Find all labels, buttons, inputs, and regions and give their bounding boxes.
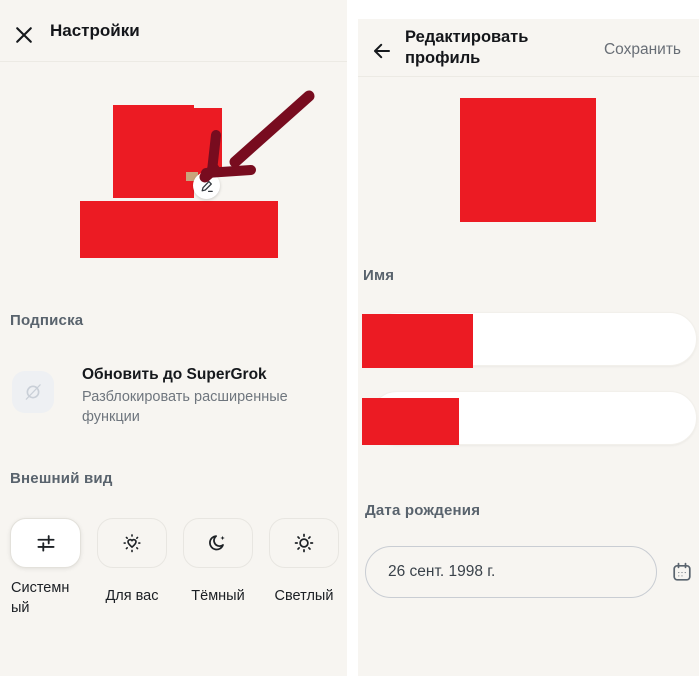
edit-profile-panel: Редактировать профиль Сохранить Имя Дата… (358, 0, 699, 676)
dob-field[interactable]: 26 сент. 1998 г. (365, 546, 657, 598)
top-margin (358, 0, 699, 19)
sun-icon (291, 530, 317, 556)
redaction-block-last-name (362, 398, 459, 445)
redaction-block-profile-avatar (460, 98, 596, 222)
settings-title: Настройки (50, 21, 140, 40)
theme-option-system[interactable] (10, 518, 81, 568)
heart-sparkle-icon (119, 530, 145, 556)
settings-header: Настройки (0, 0, 347, 62)
upgrade-title: Обновить до SuperGrok (82, 366, 267, 383)
dob-value: 26 сент. 1998 г. (388, 563, 496, 580)
edit-profile-header: Редактировать профиль Сохранить (358, 19, 699, 77)
appearance-section-label: Внешний вид (10, 470, 113, 487)
redaction-block-name (80, 201, 278, 258)
theme-option-light[interactable] (269, 518, 339, 568)
edit-avatar-button[interactable] (193, 172, 220, 199)
calendar-icon[interactable] (670, 560, 694, 584)
dob-label: Дата рождения (365, 502, 481, 519)
redaction-block-avatar (113, 105, 194, 198)
name-label: Имя (363, 267, 395, 284)
theme-label-dark: Тёмный (191, 588, 245, 604)
upgrade-subtitle: Разблокировать расширенные функции (82, 389, 288, 425)
theme-label-system: Системный (11, 580, 70, 616)
redaction-block-avatar-2 (193, 108, 222, 175)
theme-label-for-you: Для вас (105, 588, 159, 604)
redaction-block-first-name (362, 314, 473, 368)
sliders-icon (33, 530, 59, 556)
panel-divider (347, 0, 358, 676)
edit-profile-title: Редактировать профиль (405, 28, 529, 67)
pencil-icon (199, 178, 215, 194)
grok-logo-icon (12, 371, 54, 413)
annotation-arrow (199, 90, 315, 183)
save-button[interactable]: Сохранить (598, 40, 687, 60)
subscription-section-label: Подписка (10, 312, 84, 329)
theme-option-for-you[interactable] (97, 518, 167, 568)
settings-panel: Настройки Подписка (0, 0, 347, 676)
upgrade-supergrok-row[interactable]: Обновить до SuperGrok Разблокировать рас… (0, 360, 347, 426)
close-icon[interactable] (14, 25, 34, 45)
back-arrow-icon[interactable] (370, 39, 394, 63)
moon-icon (205, 530, 231, 556)
avatar-fragment (186, 172, 198, 181)
theme-label-light: Светлый (274, 588, 334, 604)
theme-option-dark[interactable] (183, 518, 253, 568)
